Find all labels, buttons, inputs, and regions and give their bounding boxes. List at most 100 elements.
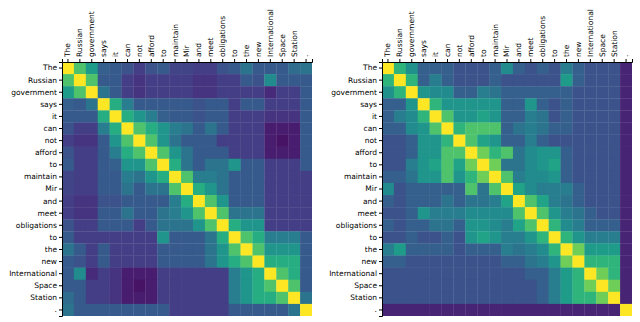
tick-mark (59, 152, 62, 153)
heatmap-cell (229, 135, 241, 147)
heatmap-cell (382, 62, 394, 74)
tick-mark (379, 285, 382, 286)
heatmap-cell (382, 122, 394, 134)
tick-mark (115, 59, 116, 62)
tick-mark (379, 68, 382, 69)
heatmap-cell (181, 207, 193, 219)
heatmap-cell (193, 147, 205, 159)
heatmap-cell (620, 122, 632, 134)
heatmap-cell (572, 62, 584, 74)
heatmap-cell (122, 122, 134, 134)
heatmap-cell (264, 122, 276, 134)
heatmap-cell (288, 74, 300, 86)
heatmap-cell (465, 304, 477, 316)
heatmap-cell (537, 86, 549, 98)
heatmap-cell (181, 268, 193, 280)
heatmap-cell (620, 159, 632, 171)
heatmap-cell (477, 147, 489, 159)
heatmap-cell (122, 304, 134, 316)
heatmap-cell (193, 207, 205, 219)
tick-mark (59, 225, 62, 226)
tick: Russian (395, 28, 404, 62)
heatmap-cell (122, 110, 134, 122)
heatmap-cell (430, 74, 442, 86)
tick-label: to (49, 160, 57, 169)
heatmap-cell (157, 207, 169, 219)
heatmap-cell (145, 62, 157, 74)
heatmap-cell (229, 304, 241, 316)
heatmap-cell (300, 280, 312, 292)
heatmap-cell (477, 98, 489, 110)
heatmap-cell (620, 304, 632, 316)
tick-label: says (40, 100, 57, 109)
tick-mark (379, 104, 382, 105)
heatmap-cell (217, 147, 229, 159)
heatmap-cell (513, 256, 525, 268)
heatmap-cell (288, 207, 300, 219)
heatmap-cell (394, 110, 406, 122)
tick-label: can (443, 43, 452, 57)
heatmap-cell (561, 159, 573, 171)
heatmap-cell (110, 86, 122, 98)
heatmap-cell (276, 171, 288, 183)
tick: International (266, 9, 275, 62)
heatmap-cell (264, 98, 276, 110)
heatmap-cell (62, 159, 74, 171)
heatmap-cell (584, 171, 596, 183)
heatmap-cell (596, 147, 608, 159)
tick-mark (379, 92, 382, 93)
tick: The (63, 43, 72, 62)
tick: to (369, 233, 382, 242)
heatmap-cell (205, 74, 217, 86)
heatmap-cell (110, 74, 122, 86)
heatmap-cell (122, 86, 134, 98)
heatmap-cell (110, 231, 122, 243)
heatmap-cell (193, 304, 205, 316)
tick-label: says (419, 40, 428, 57)
heatmap-cell (145, 98, 157, 110)
tick-label: the (365, 245, 378, 254)
heatmap-cell (394, 183, 406, 195)
heatmap-cell (501, 171, 513, 183)
heatmap-cell (169, 280, 181, 292)
heatmap-cell (453, 243, 465, 255)
tick-mark (127, 59, 128, 62)
heatmap-cell (217, 219, 229, 231)
heatmap-cell (382, 304, 394, 316)
heatmap-cell (252, 268, 264, 280)
x-axis: TheRussiangovernmentsaysitcannotaffordto… (383, 9, 633, 62)
heatmap-cell (620, 147, 632, 159)
heatmap-cell (157, 195, 169, 207)
tick-label: International (586, 9, 595, 57)
heatmap-cell (572, 292, 584, 304)
heatmap-cell (620, 86, 632, 98)
heatmap-cell (288, 256, 300, 268)
tick-mark (507, 59, 508, 62)
heatmap-cell (549, 256, 561, 268)
heatmap-cell (620, 110, 632, 122)
heatmap-cell (442, 268, 454, 280)
heatmap-cell (98, 159, 110, 171)
heatmap-cell (608, 183, 620, 195)
heatmap-cell (169, 231, 181, 243)
tick-mark (435, 59, 436, 62)
tick-mark (59, 285, 62, 286)
heatmap-cell (169, 207, 181, 219)
tick-label: Space (278, 34, 287, 57)
heatmap-cell (193, 195, 205, 207)
heatmap-cell (382, 207, 394, 219)
heatmap-cell (584, 219, 596, 231)
heatmap-cell (157, 135, 169, 147)
tick-label: afford (355, 148, 377, 157)
heatmap-cell (430, 86, 442, 98)
heatmap-cell (513, 231, 525, 243)
heatmap-cell (513, 183, 525, 195)
heatmap-cell (465, 195, 477, 207)
tick-mark (210, 59, 211, 62)
heatmap-cell (86, 256, 98, 268)
heatmap-cell (288, 195, 300, 207)
tick-mark (590, 59, 591, 62)
tick: meet (38, 209, 62, 218)
tick: it (52, 112, 62, 121)
heatmap-cell (74, 231, 86, 243)
